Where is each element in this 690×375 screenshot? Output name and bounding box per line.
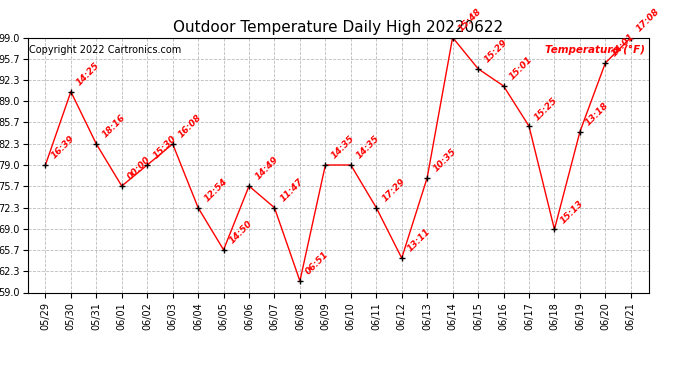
- Text: 15:13: 15:13: [559, 199, 585, 225]
- Text: 15:48: 15:48: [457, 7, 484, 33]
- Text: 16:39: 16:39: [50, 134, 76, 161]
- Text: 00:00: 00:00: [126, 155, 152, 182]
- Text: 15:29: 15:29: [482, 38, 509, 64]
- Text: 10:35: 10:35: [431, 147, 458, 174]
- Text: 11:47: 11:47: [279, 177, 305, 204]
- Text: 15:30: 15:30: [151, 134, 178, 161]
- Text: 14:35: 14:35: [330, 134, 356, 161]
- Text: 12:54: 12:54: [202, 177, 229, 204]
- Text: 17:08: 17:08: [635, 7, 662, 33]
- Text: 14:01: 14:01: [609, 32, 636, 59]
- Text: 15:25: 15:25: [533, 95, 560, 122]
- Text: 14:25: 14:25: [75, 61, 101, 87]
- Title: Outdoor Temperature Daily High 20220622: Outdoor Temperature Daily High 20220622: [173, 20, 503, 35]
- Text: 06:51: 06:51: [304, 250, 331, 277]
- Text: 16:08: 16:08: [177, 113, 204, 140]
- Text: 15:01: 15:01: [508, 55, 534, 82]
- Text: 14:50: 14:50: [228, 219, 255, 246]
- Text: 18:16: 18:16: [101, 113, 127, 140]
- Text: 14:35: 14:35: [355, 134, 382, 161]
- Text: Temperature (°F): Temperature (°F): [546, 45, 645, 55]
- Text: 13:11: 13:11: [406, 227, 433, 254]
- Text: 14:49: 14:49: [253, 155, 279, 182]
- Text: Copyright 2022 Cartronics.com: Copyright 2022 Cartronics.com: [29, 45, 181, 55]
- Text: 13:18: 13:18: [584, 101, 611, 128]
- Text: 17:29: 17:29: [380, 177, 407, 204]
